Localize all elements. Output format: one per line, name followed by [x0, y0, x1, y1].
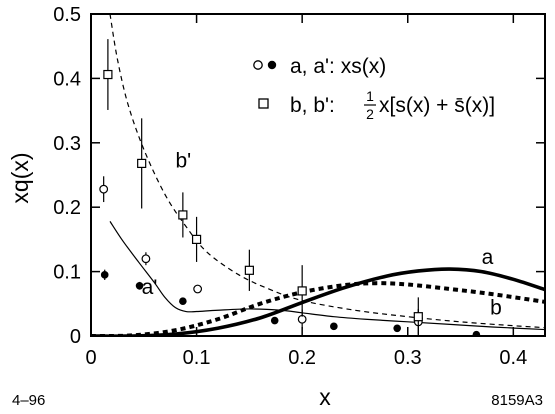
legend-entry-a: a, a': xs(x) — [290, 55, 386, 78]
data-point-open-square — [104, 71, 112, 79]
curve-label: b — [490, 297, 502, 320]
curve-label: b' — [175, 149, 191, 172]
data-point-filled-circle — [330, 323, 338, 331]
data-point-open-square — [138, 159, 146, 167]
data-point-open-square — [414, 313, 422, 321]
legend-open-circle-marker — [254, 61, 262, 69]
curve-a-prime — [91, 283, 545, 336]
legend-fraction-numerator: 1 — [366, 88, 374, 104]
legend-open-square-marker — [259, 99, 268, 108]
curve-label: a — [482, 246, 494, 269]
x-tick-label: 0.2 — [288, 347, 316, 369]
x-tick-label: 0.1 — [183, 347, 211, 369]
data-point-open-square — [245, 266, 253, 274]
data-point-open-circle — [194, 285, 202, 293]
legend-entry-b-suffix: x[s(x) + s̄(x)] — [379, 94, 495, 117]
y-tick-label: 0.1 — [53, 262, 81, 284]
x-tick-label: 0.3 — [394, 347, 422, 369]
data-point-filled-circle — [393, 324, 401, 332]
y-tick-label: 0.5 — [53, 4, 81, 26]
curve-b — [110, 221, 545, 329]
footer-right-code: 8159A3 — [491, 392, 543, 409]
legend: a, a': xs(x) b, b': 1 2 x[s(x) + s̄(x)] — [254, 55, 495, 122]
data-point-open-circle — [142, 255, 150, 263]
data-point-filled-circle — [101, 271, 109, 279]
legend-fraction-denominator: 2 — [366, 106, 374, 122]
data-point-open-circle — [100, 185, 108, 193]
legend-filled-circle-marker — [268, 61, 276, 69]
x-tick-label: 0.4 — [499, 347, 527, 369]
data-point-filled-circle — [473, 331, 481, 339]
data-point-open-square — [193, 235, 201, 243]
y-tick-label: 0.4 — [53, 68, 81, 90]
data-point-filled-circle — [271, 317, 279, 325]
y-tick-label: 0.2 — [53, 197, 81, 219]
y-tick-label: 0 — [70, 326, 81, 348]
data-point-open-square — [298, 287, 306, 295]
legend-entry-b-prefix: b, b': — [290, 94, 335, 117]
x-axis-label: x — [319, 384, 331, 410]
footer-left-code: 4–96 — [12, 392, 45, 409]
y-tick-label: 0.3 — [53, 133, 81, 155]
data-point-open-square — [179, 211, 187, 219]
y-axis-label: xq(x) — [7, 152, 33, 203]
x-tick-label: 0 — [85, 347, 96, 369]
data-point-filled-circle — [179, 297, 187, 305]
curve-label: a' — [142, 276, 158, 299]
